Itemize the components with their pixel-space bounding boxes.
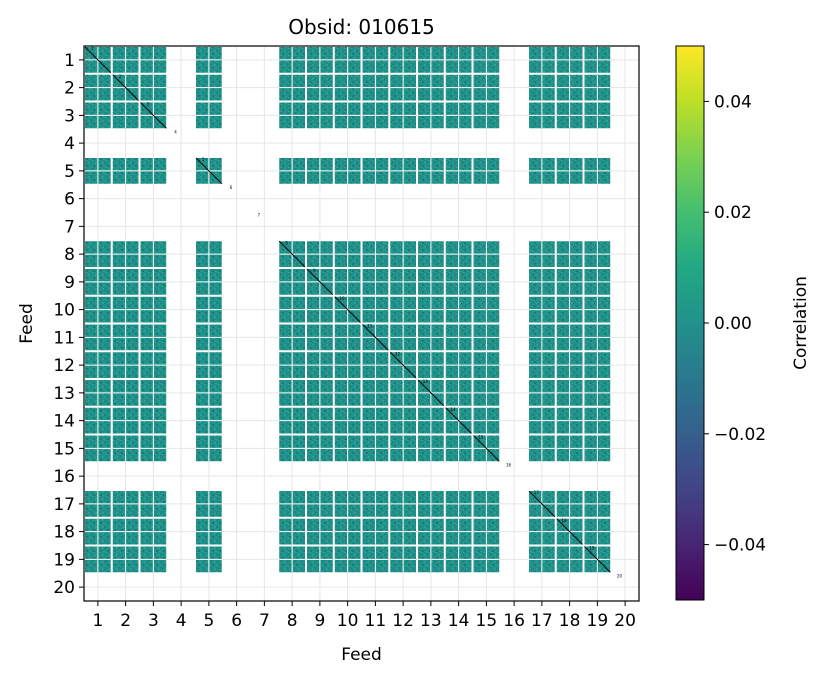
heatmap-cells	[85, 47, 611, 573]
colorbar	[675, 45, 705, 601]
y-tick-label-6: 6	[64, 190, 75, 210]
y-tick-label-17: 17	[53, 495, 75, 515]
diagonal-label-5: 5	[202, 157, 205, 162]
x-tick-label-15: 15	[476, 611, 498, 631]
x-tick-label-1: 1	[92, 611, 103, 631]
grid-lines	[84, 46, 639, 601]
diagonal-segment-12	[389, 351, 417, 379]
y-tick-label-13: 13	[53, 384, 75, 404]
plot-frame	[83, 45, 640, 602]
diagonal-label-1: 1	[91, 46, 94, 51]
diagonal-label-6: 6	[230, 185, 233, 190]
diagonal-label-3: 3	[147, 102, 150, 107]
colorbar-label: Correlation	[791, 276, 811, 370]
colorbar-tick-label-0: −0.04	[714, 536, 766, 556]
diagonal-segment-15	[473, 435, 500, 462]
diagonal-segment-17	[528, 490, 556, 518]
y-tick-label-11: 11	[53, 328, 75, 348]
y-tick-label-16: 16	[53, 467, 75, 487]
x-tick-label-12: 12	[392, 611, 414, 631]
diagonal-label-20: 20	[617, 573, 623, 578]
diagonal-label-19: 19	[589, 546, 595, 551]
diagonal-segment-8	[278, 240, 306, 268]
diagonal-segment-19	[584, 546, 611, 573]
y-tick-label-2: 2	[64, 79, 75, 99]
colorbar-tick-label-1: −0.02	[714, 425, 766, 445]
y-tick-label-10: 10	[53, 301, 75, 321]
diagonal-segment-13	[417, 379, 445, 407]
colorbar-ticks: −0.04 −0.02 0.00 0.02 0.04	[704, 92, 766, 556]
diagonal-label-9: 9	[313, 268, 316, 273]
colorbar-tick-label-3: 0.02	[714, 203, 752, 223]
y-tick-label-3: 3	[64, 106, 75, 126]
y-tick-label-5: 5	[64, 162, 75, 182]
diagonal-label-17: 17	[534, 490, 540, 495]
diagonal-label-10: 10	[340, 296, 346, 301]
diagonal-segment-5	[195, 157, 223, 185]
diagonal-label-18: 18	[562, 518, 568, 523]
x-tick-label-17: 17	[531, 611, 553, 631]
y-tick-label-20: 20	[53, 578, 75, 598]
x-tick-label-13: 13	[420, 611, 442, 631]
diagonal-label-15: 15	[478, 435, 484, 440]
y-tick-label-1: 1	[64, 51, 75, 71]
diagonal-segment-1	[84, 46, 112, 74]
x-tick-label-6: 6	[231, 611, 242, 631]
y-tick-label-19: 19	[53, 550, 75, 570]
diagonal-label-7: 7	[258, 213, 261, 218]
diagonal-segment-3	[140, 102, 167, 129]
x-tick-label-3: 3	[148, 611, 159, 631]
diagonal-segment-14	[445, 407, 472, 434]
diagonal-label-4: 4	[174, 129, 177, 134]
y-tick-label-7: 7	[64, 217, 75, 237]
diagonal-segment-18	[556, 518, 583, 545]
x-tick-label-20: 20	[614, 611, 636, 631]
y-tick-label-8: 8	[64, 245, 75, 265]
colorbar-tick-label-2: 0.00	[714, 314, 752, 334]
x-tick-label-14: 14	[448, 611, 470, 631]
diagonal-label-11: 11	[367, 324, 373, 329]
y-tick-label-14: 14	[53, 412, 75, 432]
y-tick-label-4: 4	[64, 134, 75, 154]
x-tick-label-11: 11	[365, 611, 387, 631]
y-tick-label-9: 9	[64, 273, 75, 293]
y-tick-label-15: 15	[53, 439, 75, 459]
x-tick-label-18: 18	[559, 611, 581, 631]
y-tick-label-12: 12	[53, 356, 75, 376]
chart-title: Obsid: 010615	[288, 15, 435, 39]
x-tick-label-16: 16	[503, 611, 525, 631]
colorbar-tick-label-4: 0.04	[714, 92, 752, 112]
x-tick-label-10: 10	[337, 611, 359, 631]
x-tick-label-19: 19	[587, 611, 609, 631]
diagonal-label-13: 13	[423, 379, 429, 384]
x-tick-label-5: 5	[203, 611, 214, 631]
diagonal-label-16: 16	[506, 462, 512, 467]
diagonal-label-2: 2	[119, 74, 122, 79]
x-tick-label-7: 7	[259, 611, 270, 631]
diagonal-label-12: 12	[395, 351, 401, 356]
y-axis-label: Feed	[17, 303, 37, 344]
diagonal-label-14: 14	[451, 407, 457, 412]
diagonal-segment-11	[362, 324, 389, 351]
diagonal-segment-2	[112, 74, 139, 101]
x-tick-label-9: 9	[314, 611, 325, 631]
x-axis-ticks: 1 2 3 4 5 6 7 8 9 10 11 12 13 14 15 16 17 18 19 20	[92, 601, 636, 631]
x-tick-label-4: 4	[176, 611, 187, 631]
diagonal-segment-9	[306, 268, 334, 296]
x-tick-label-2: 2	[120, 611, 131, 631]
x-tick-label-8: 8	[287, 611, 298, 631]
diagonal-label-8: 8	[285, 240, 288, 245]
diagonal-segment-10	[334, 296, 361, 323]
x-axis-label: Feed	[341, 645, 382, 665]
y-tick-label-18: 18	[53, 523, 75, 543]
